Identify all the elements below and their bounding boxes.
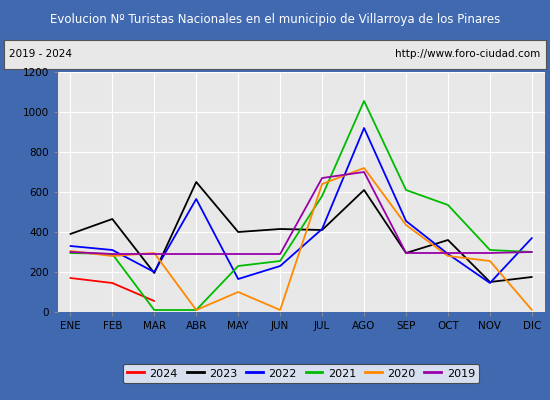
Text: 2019 - 2024: 2019 - 2024: [9, 50, 72, 60]
Text: http://www.foro-ciudad.com: http://www.foro-ciudad.com: [395, 50, 541, 60]
Text: Evolucion Nº Turistas Nacionales en el municipio de Villarroya de los Pinares: Evolucion Nº Turistas Nacionales en el m…: [50, 12, 500, 26]
Legend: 2024, 2023, 2022, 2021, 2020, 2019: 2024, 2023, 2022, 2021, 2020, 2019: [123, 364, 480, 383]
